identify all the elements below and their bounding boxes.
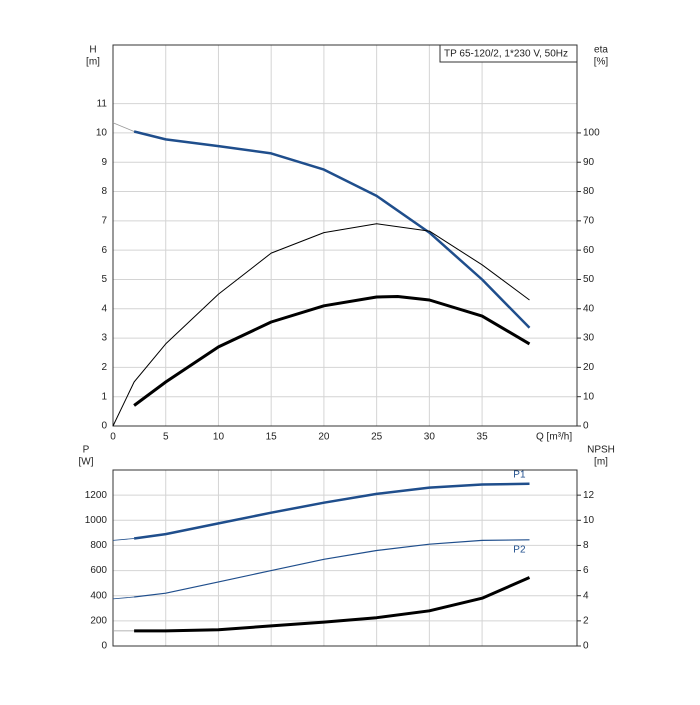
curve-label: P2 (513, 544, 526, 555)
y2-tick-label: 0 (583, 421, 589, 432)
y2-axis-unit: [m] (594, 457, 608, 468)
x-tick-label: 10 (213, 432, 225, 443)
y-axis-label: P (83, 445, 90, 456)
curve (133, 482, 530, 540)
y2-axis-unit: [%] (594, 57, 609, 68)
y-tick-label: 0 (101, 641, 107, 652)
y2-axis-label: eta (594, 45, 608, 56)
y-axis-label: H (89, 45, 96, 56)
y-tick-label: 2 (101, 362, 107, 373)
curve (112, 596, 135, 600)
curve (133, 295, 531, 407)
y-tick-label: 200 (90, 615, 107, 626)
y2-tick-label: 10 (583, 515, 595, 526)
curve-label: P1 (513, 469, 526, 480)
y-tick-label: 400 (90, 590, 107, 601)
y-tick-label: 3 (101, 333, 107, 344)
x-tick-label: 35 (477, 432, 489, 443)
y2-tick-label: 10 (583, 391, 595, 402)
y2-tick-label: 20 (583, 362, 595, 373)
y2-tick-label: 40 (583, 303, 595, 314)
y2-tick-label: 100 (583, 128, 600, 139)
y-tick-label: 10 (96, 128, 108, 139)
y-axis-unit: [W] (79, 457, 94, 468)
y-tick-label: 4 (101, 303, 107, 314)
y2-axis-label: NPSH (587, 445, 615, 456)
y-tick-label: 1200 (85, 490, 108, 501)
plot-frame (112, 469, 578, 647)
y-tick-label: 11 (97, 98, 108, 109)
y2-tick-label: 8 (583, 540, 589, 551)
y-tick-label: 1000 (85, 515, 108, 526)
y2-tick-label: 80 (583, 186, 595, 197)
x-tick-label: 25 (371, 432, 383, 443)
y2-tick-label: 6 (583, 565, 589, 576)
y2-tick-label: 90 (583, 157, 595, 168)
y-tick-label: 6 (101, 245, 107, 256)
x-tick-label: 0 (110, 432, 116, 443)
y2-tick-label: 50 (583, 274, 595, 285)
y-axis-unit: [m] (86, 57, 100, 68)
y2-tick-label: 12 (583, 490, 595, 501)
y-tick-label: 0 (101, 421, 107, 432)
y2-tick-label: 60 (583, 245, 595, 256)
y-tick-label: 800 (90, 540, 107, 551)
curve (112, 122, 135, 132)
y-tick-label: 7 (101, 215, 107, 226)
y2-tick-label: 30 (583, 333, 595, 344)
title-box (439, 44, 578, 63)
curve (133, 130, 531, 329)
y-tick-label: 9 (101, 157, 107, 168)
curve (112, 223, 530, 427)
y2-tick-label: 2 (583, 615, 589, 626)
y2-tick-label: 70 (583, 215, 595, 226)
y-tick-label: 600 (90, 565, 107, 576)
x-tick-label: 30 (424, 432, 436, 443)
x-tick-label: 15 (266, 432, 278, 443)
plot-frame (112, 44, 578, 427)
curve (112, 538, 135, 541)
curve (134, 576, 531, 633)
x-tick-label: 5 (163, 432, 169, 443)
x-tick-label: 20 (318, 432, 330, 443)
chart-title: TP 65-120/2, 1*230 V, 50Hz (444, 49, 568, 60)
y2-tick-label: 4 (583, 590, 589, 601)
y2-tick-label: 0 (583, 641, 589, 652)
x-axis-label: Q [m³/h] (536, 432, 572, 443)
y-tick-label: 1 (101, 391, 107, 402)
curve (134, 539, 530, 598)
y-tick-label: 8 (101, 186, 107, 197)
y-tick-label: 5 (101, 274, 107, 285)
